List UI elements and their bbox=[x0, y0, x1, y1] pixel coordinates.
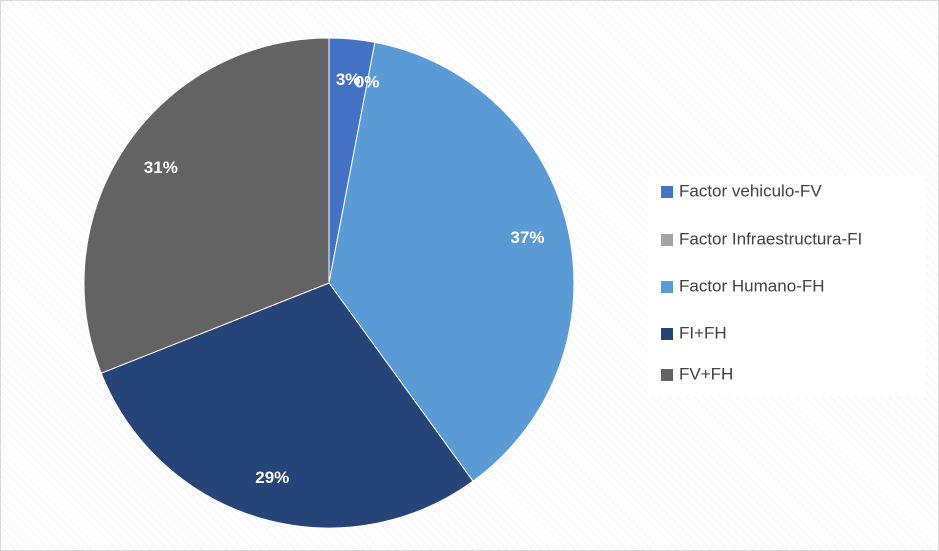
legend-label: Factor Humano-FH bbox=[679, 276, 824, 295]
legend-label: Factor Infraestructura-FI bbox=[679, 229, 862, 248]
legend-label: FI+FH bbox=[679, 323, 727, 342]
legend-swatch bbox=[661, 234, 673, 246]
legend-box bbox=[648, 176, 926, 396]
pie-slice bbox=[328, 41, 575, 482]
legend-swatch bbox=[661, 328, 673, 340]
legend-swatch bbox=[661, 369, 673, 381]
data-label: 3% bbox=[336, 70, 361, 89]
data-label: 29% bbox=[255, 468, 289, 487]
legend-swatch bbox=[661, 281, 673, 293]
pie-slice bbox=[100, 282, 474, 529]
pie: 3%0% 37% 29% 31% bbox=[83, 37, 575, 529]
legend-swatch bbox=[661, 186, 673, 198]
data-label: 37% bbox=[510, 228, 544, 247]
data-label: 0% bbox=[355, 73, 380, 92]
legend-label: FV+FH bbox=[679, 364, 733, 383]
legend-label: Factor vehiculo-FV bbox=[679, 181, 822, 200]
data-label: 31% bbox=[144, 158, 178, 177]
legend: Factor vehiculo-FV Factor Infraestructura… bbox=[661, 181, 862, 383]
pie-slice bbox=[83, 37, 330, 374]
